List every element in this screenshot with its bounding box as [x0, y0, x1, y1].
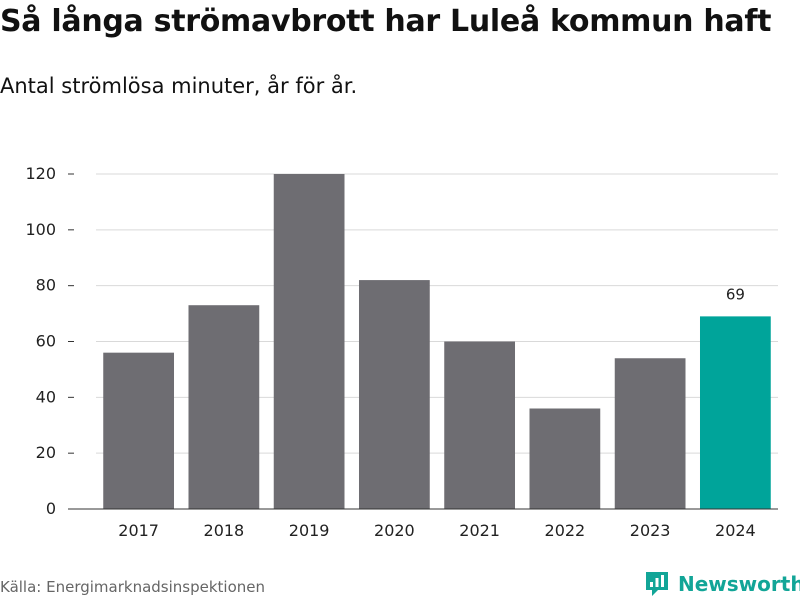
chart-subtitle: Antal strömlösa minuter, år för år. — [0, 74, 358, 98]
bar-2021 — [444, 341, 516, 509]
x-tick-label: 2021 — [459, 521, 500, 540]
y-tick-label: 80 — [36, 276, 56, 295]
y-tick-label: 0 — [46, 499, 56, 518]
data-label: 69 — [726, 285, 745, 303]
data-labels: 69 — [726, 285, 745, 303]
y-tick-label: 60 — [36, 332, 56, 351]
y-tick-label: 20 — [36, 443, 56, 462]
y-tick-label: 100 — [25, 220, 56, 239]
newsworthy-logo-icon — [646, 572, 668, 596]
bar-2022 — [529, 408, 601, 509]
x-tick-label: 2020 — [374, 521, 415, 540]
bar-2024 — [699, 316, 771, 509]
bar-2019 — [273, 174, 345, 509]
y-axis-ticks: 0 20 40 60 80 100 120 — [25, 164, 74, 518]
x-tick-label: 2023 — [630, 521, 671, 540]
source-note: Källa: Energimarknadsinspektionen — [0, 578, 266, 596]
x-tick-label: 2017 — [118, 521, 159, 540]
x-axis-ticks: 2017 2018 2019 2020 2021 2022 2023 2024 — [118, 521, 755, 540]
y-tick-label: 40 — [36, 387, 56, 406]
bar-2018 — [188, 305, 260, 509]
bar-2020 — [358, 280, 430, 509]
x-tick-label: 2024 — [715, 521, 756, 540]
chart-title: Så långa strömavbrott har Luleå kommun h… — [0, 4, 772, 39]
x-tick-label: 2022 — [545, 521, 586, 540]
bars — [103, 174, 771, 509]
bar-2023 — [614, 358, 686, 509]
x-tick-label: 2018 — [204, 521, 245, 540]
y-tick-label: 120 — [25, 164, 56, 183]
brand-name: Newsworthy — [678, 572, 800, 596]
brand-logo: Newsworthy — [644, 570, 800, 598]
x-tick-label: 2019 — [289, 521, 330, 540]
bar-2017 — [103, 352, 175, 509]
